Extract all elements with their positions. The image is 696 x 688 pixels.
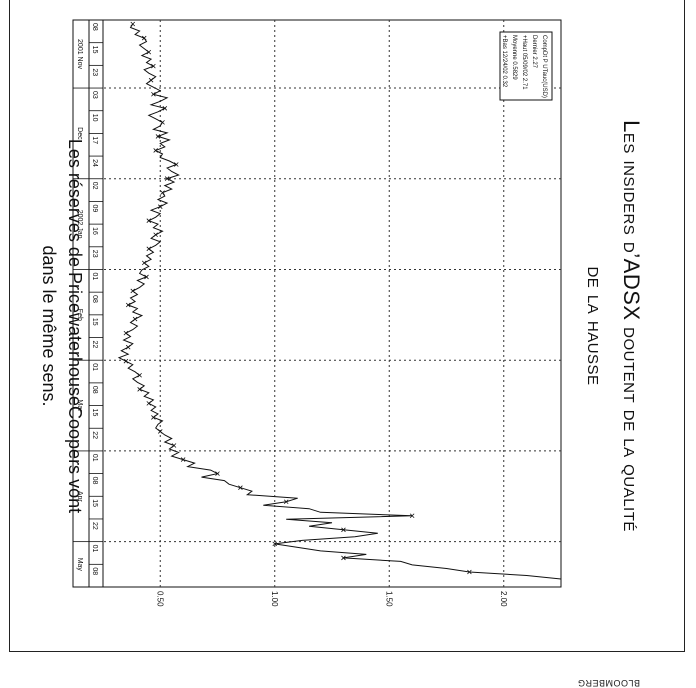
data-point xyxy=(215,471,220,476)
data-point xyxy=(151,63,156,69)
legend-line: +Bas 12/24/02 0.32 xyxy=(501,35,507,88)
data-point xyxy=(171,443,177,448)
x-month-label: 2001 Nov xyxy=(76,39,83,69)
data-point xyxy=(125,344,131,350)
data-point xyxy=(148,77,154,83)
data-point xyxy=(155,134,161,139)
data-point xyxy=(137,387,142,392)
plot-border xyxy=(102,19,562,588)
x-tick-label: 17 xyxy=(91,136,98,144)
x-tick-label: 23 xyxy=(91,68,98,76)
data-point xyxy=(132,316,138,322)
data-point xyxy=(153,148,158,153)
x-month-label: 2002 Jan xyxy=(76,210,83,239)
data-point xyxy=(151,91,156,97)
data-point xyxy=(160,190,165,195)
data-point xyxy=(141,260,147,266)
data-point xyxy=(160,120,165,125)
x-tick-label: 01 xyxy=(91,545,98,553)
caption-line-1: Les réserves de PricewaterhouseCoopers v… xyxy=(65,139,85,513)
x-tick-label: 22 xyxy=(91,431,98,439)
y-tick-label: 2.00 xyxy=(499,591,508,607)
x-tick-label: 01 xyxy=(91,272,98,280)
article-frame: Les insiders d’ADSX doutent de la qualit… xyxy=(9,0,685,652)
data-point xyxy=(144,274,149,280)
caption-line-2: dans le même sens. xyxy=(39,245,59,406)
x-month-label: Apr xyxy=(76,491,83,503)
x-month-label: May xyxy=(76,558,83,572)
x-tick-label: 01 xyxy=(91,454,98,462)
x-tick-label: 22 xyxy=(91,522,98,530)
x-tick-label: 09 xyxy=(91,204,98,212)
data-point xyxy=(130,288,136,294)
x-month-label: Dec xyxy=(76,127,83,140)
x-tick-label: 10 xyxy=(91,114,98,122)
legend-line: Dernier 2.27 xyxy=(531,35,537,69)
series-line xyxy=(117,23,562,580)
legend-line: CompDt P UTauc(USD) xyxy=(541,35,547,98)
data-point xyxy=(146,401,152,406)
x-tick-label: 08 xyxy=(91,477,98,485)
data-point xyxy=(180,457,186,462)
x-tick-label: 15 xyxy=(91,499,98,507)
x-axis: 08 15 23 03 10 17 24 02 09 16 23 01 08 15 22 01 08 15 22 01… xyxy=(72,19,104,588)
x-tick-label: 03 xyxy=(91,91,98,99)
x-tick-label: 08 xyxy=(91,295,98,303)
legend-line: Moyenne 0.5829 xyxy=(511,35,517,80)
data-point xyxy=(272,541,278,547)
y-axis-ticks: 0.50 1.00 1.50 2.00 xyxy=(155,591,508,607)
y-tick-label: 1.00 xyxy=(270,591,279,607)
data-point xyxy=(164,176,170,181)
data-point xyxy=(162,106,168,111)
y-tick-label: 0.50 xyxy=(155,591,164,607)
chart: Les insiders d’ADSX doutent de la qualit… xyxy=(39,19,644,607)
data-point xyxy=(153,232,158,238)
rotated-content: Les insiders d’ADSX doutent de la qualit… xyxy=(10,0,686,652)
data-point xyxy=(146,218,152,223)
data-point xyxy=(123,330,129,336)
x-tick-label: 16 xyxy=(91,227,98,235)
series-group xyxy=(117,21,562,580)
x-tick-label: 02 xyxy=(91,182,98,190)
data-point xyxy=(238,485,243,490)
data-point xyxy=(146,49,152,55)
data-point xyxy=(146,246,152,252)
x-tick-label: 01 xyxy=(91,363,98,371)
x-tick-label: 08 xyxy=(91,23,98,31)
data-point xyxy=(409,513,415,519)
data-point xyxy=(157,204,163,209)
x-tick-label: 23 xyxy=(91,250,98,258)
plot-grid xyxy=(103,20,561,587)
x-axis-band xyxy=(72,19,104,588)
x-tick-label: 15 xyxy=(91,318,98,326)
x-month-label: Feb xyxy=(76,309,83,321)
data-point xyxy=(341,527,346,533)
data-point xyxy=(123,358,129,364)
x-tick-label: 22 xyxy=(91,341,98,349)
data-point xyxy=(125,302,131,308)
data-point xyxy=(467,569,472,575)
legend-box: CompDt P UTauc(USD) Dernier 2.27 +Haut 0… xyxy=(499,31,553,101)
headline-line-2: de la hausse xyxy=(583,266,608,385)
x-tick-label: 08 xyxy=(91,567,98,575)
x-tick-label: 15 xyxy=(91,409,98,417)
data-point xyxy=(141,35,147,41)
data-point xyxy=(283,499,289,505)
legend-line: +Haut 05/09/02 2.71 xyxy=(521,35,527,90)
data-point xyxy=(130,21,136,27)
data-point xyxy=(173,162,179,167)
source-label: BLOOMBERG xyxy=(577,678,640,688)
data-point xyxy=(157,429,163,434)
x-month-label: Mar xyxy=(76,400,83,413)
x-tick-label: 24 xyxy=(91,159,98,167)
data-point xyxy=(341,555,346,561)
data-point xyxy=(137,372,142,378)
x-tick-label: 15 xyxy=(91,46,98,54)
y-tick-label: 1.50 xyxy=(384,591,393,607)
data-point xyxy=(151,415,156,420)
x-tick-label: 08 xyxy=(91,386,98,394)
headline-line-1: Les insiders d’ADSX doutent de la qualit… xyxy=(619,120,644,532)
